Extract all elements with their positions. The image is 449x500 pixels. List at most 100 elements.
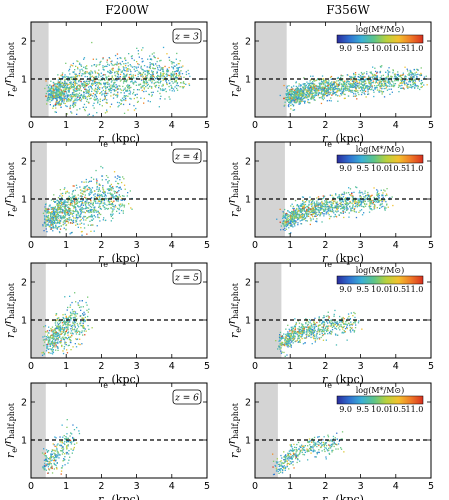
scatter-point [288,98,291,101]
scatter-point [153,68,155,70]
scatter-point [311,200,313,203]
scatter-point [103,65,106,68]
scatter-point [290,224,292,227]
scatter-point [390,77,393,79]
scatter-point [83,219,85,221]
x-tick-label: 0 [28,240,34,251]
scatter-point [82,73,84,75]
scatter-point [47,100,49,102]
scatter-point [71,92,74,94]
scatter-point [360,196,362,198]
scatter-point [115,199,117,201]
scatter-point [321,87,323,89]
scatter-point [76,109,78,111]
scatter-point [341,207,343,209]
scatter-point [103,83,105,85]
scatter-point [311,206,313,208]
scatter-point [66,113,68,115]
scatter-point [359,90,362,92]
scatter-point [57,226,60,228]
scatter-point [354,208,356,210]
scatter-point [108,79,111,81]
scatter-point [82,199,84,201]
scatter-point [379,87,381,89]
scatter-point [91,224,93,226]
scatter-point [79,71,81,73]
scatter-point [117,175,119,177]
scatter-point [67,222,70,224]
scatter-point [116,85,118,87]
scatter-point [102,219,104,221]
scatter-point [375,201,377,203]
scatter-point [83,108,86,111]
scatter-point [315,213,317,216]
scatter-point [118,187,120,189]
scatter-point [309,88,311,90]
scatter-point [105,195,107,197]
scatter-point [102,65,104,67]
scatter-point [59,195,61,197]
scatter-point [97,193,99,195]
scatter-point [168,66,170,69]
scatter-point [345,208,347,210]
scatter-point [80,222,83,224]
scatter-point [397,71,399,73]
scatter-point [94,200,97,202]
scatter-point [292,94,294,96]
scatter-point [65,208,67,210]
scatter-point [358,87,360,89]
scatter-point [356,85,358,88]
scatter-point [314,206,317,208]
scatter-point [155,84,158,87]
scatter-point [133,66,135,68]
scatter-point [373,95,375,98]
scatter-point [362,199,364,201]
scatter-point [290,232,292,234]
scatter-point [392,72,394,74]
scatter-point [314,87,316,89]
scatter-point [302,94,304,96]
scatter-point [104,82,106,84]
scatter-point [376,75,378,77]
scatter-point [295,211,297,213]
scatter-point [81,197,83,199]
scatter-point [101,195,103,197]
scatter-point [141,85,144,87]
scatter-point [90,211,92,213]
scatter-point [61,85,63,87]
scatter-point [60,211,62,213]
scatter-point [112,203,114,206]
scatter-point [106,111,108,113]
scatter-point [336,84,338,86]
scatter-point [417,79,420,81]
scatter-point [44,204,47,206]
scatter-point [82,217,84,219]
scatter-point [98,79,100,81]
scatter-point [78,98,81,100]
scatter-point [66,87,68,89]
scatter-point [59,93,62,96]
scatter-point [394,80,396,82]
scatter-point [97,85,99,87]
scatter-point [391,84,393,86]
scatter-point [46,210,48,212]
scatter-point [188,83,190,85]
scatter-point [82,211,84,213]
scatter-point [425,75,427,77]
scatter-point [90,203,92,205]
scatter-point [52,88,54,90]
scatter-point [60,216,62,218]
scatter-point [298,94,300,96]
scatter-point [363,212,365,214]
scatter-point [330,86,332,89]
scatter-point [368,86,370,88]
scatter-point [51,210,53,213]
scatter-point [100,165,102,168]
scatter-point [367,89,369,91]
scatter-point [134,94,136,96]
scatter-point [81,200,83,202]
scatter-point [170,73,173,75]
scatter-point [310,218,312,220]
scatter-point [383,82,386,85]
scatter-point [100,92,102,94]
